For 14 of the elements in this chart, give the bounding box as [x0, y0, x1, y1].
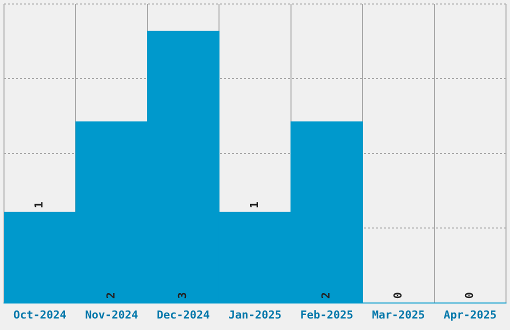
data-label: 0	[463, 292, 476, 299]
x-tick-label: Oct-2024	[13, 308, 67, 322]
data-label: 1	[32, 201, 46, 208]
data-label: 1	[248, 201, 261, 208]
data-label: 0	[391, 292, 404, 299]
data-label: 2	[320, 292, 333, 299]
data-label: 2	[104, 292, 118, 299]
x-tick-label: Mar-2025	[372, 308, 425, 322]
data-label: 3	[176, 292, 190, 299]
x-tick-label: Feb-2025	[300, 308, 354, 322]
x-tick-label: Nov-2024	[85, 308, 138, 322]
x-tick-label: Dec-2024	[156, 308, 210, 322]
x-tick-label: Jan-2025	[228, 308, 282, 322]
x-tick-label: Apr-2025	[444, 308, 497, 322]
